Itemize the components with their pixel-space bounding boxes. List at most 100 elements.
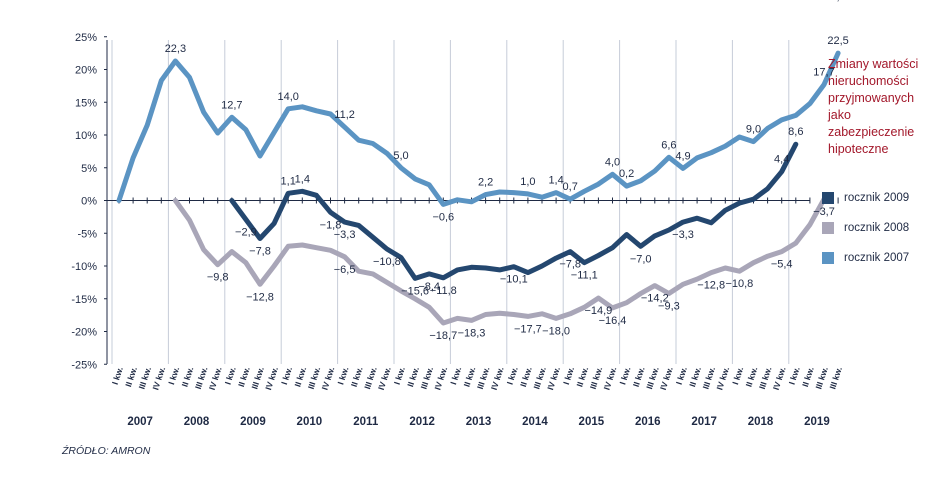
data-label: 17,7: [813, 67, 834, 79]
x-axis: I kw.II kw.III kw.IV kw.I kw.II kw.III k…: [110, 366, 844, 428]
data-point: [555, 192, 557, 194]
data-point: [132, 157, 134, 159]
data-point: [710, 152, 712, 154]
x-quarter-label: I kw.: [730, 366, 745, 386]
x-year-label: 2019: [804, 416, 830, 428]
data-point: [203, 249, 205, 251]
data-point: [710, 271, 712, 274]
data-label: −10,1: [500, 274, 528, 286]
data-point: [682, 221, 684, 223]
data-label: 1,4: [295, 173, 310, 185]
legend-label: rocznik 2009: [844, 192, 910, 204]
data-point: [809, 224, 811, 226]
data-label: 11,2: [334, 109, 355, 121]
data-point: [428, 306, 430, 308]
data-point: [315, 110, 317, 112]
data-point: [795, 114, 797, 116]
x-year-label: 2008: [184, 416, 210, 428]
x-quarter-label: III kw.: [827, 366, 844, 391]
y-tick-label: 5%: [81, 163, 97, 175]
legend-item-2007: rocznik 2007: [822, 250, 909, 266]
data-point: [329, 113, 332, 115]
data-label: 4,4: [774, 154, 789, 166]
x-year-label: 2012: [409, 416, 435, 428]
data-point: [569, 198, 571, 200]
data-point: [795, 143, 797, 145]
data-label: −9,8: [207, 272, 229, 284]
data-point: [231, 250, 233, 253]
data-point: [597, 297, 600, 299]
data-point: [372, 236, 374, 238]
data-label: −14,9: [584, 305, 612, 317]
data-point: [738, 270, 741, 272]
data-label: 22,3: [165, 43, 186, 55]
data-label: −16,4: [599, 315, 627, 327]
x-quarter-label: I kw.: [448, 366, 463, 386]
data-point: [400, 256, 402, 259]
y-tick-label: 0%: [81, 196, 97, 208]
data-point: [485, 267, 487, 269]
data-point: [470, 201, 473, 203]
data-point: [597, 254, 600, 257]
data-point: [752, 198, 755, 200]
data-label: −18,3: [458, 327, 486, 339]
x-year-label: 2009: [240, 416, 266, 428]
data-point: [358, 270, 360, 272]
data-point: [287, 245, 289, 247]
data-label: −9,3: [658, 301, 680, 313]
data-point: [583, 190, 585, 192]
data-point: [174, 60, 176, 62]
x-quarter-label: I kw.: [223, 366, 238, 386]
data-point: [245, 262, 247, 264]
data-point: [344, 126, 346, 128]
data-point: [414, 277, 416, 280]
x-quarter-label: I kw.: [561, 366, 576, 386]
data-point: [640, 180, 642, 182]
data-point: [710, 222, 712, 224]
data-label: 8,6: [788, 126, 803, 138]
data-point: [344, 256, 346, 258]
legend-item-2009: rocznik 2009: [822, 190, 909, 206]
data-point: [668, 292, 670, 295]
data-label: −7,8: [249, 245, 271, 257]
data-point: [767, 188, 769, 190]
data-point: [188, 219, 191, 221]
x-quarter-label: I kw.: [166, 366, 181, 386]
data-label: 1,1: [281, 175, 296, 187]
data-point: [160, 80, 162, 82]
x-year-label: 2018: [748, 416, 774, 428]
y-tick-label: 15%: [75, 97, 97, 109]
data-label: 1,0: [520, 176, 535, 188]
x-year-label: 2013: [466, 416, 492, 428]
x-quarter-label: IV kw.: [714, 366, 731, 392]
data-point: [767, 127, 769, 130]
data-point: [626, 233, 628, 236]
data-label: −15,6: [401, 285, 429, 297]
x-year-label: 2015: [579, 416, 605, 428]
data-point: [682, 167, 684, 170]
data-point: [611, 173, 614, 175]
data-point: [174, 199, 176, 202]
x-quarter-label: I kw.: [787, 366, 802, 386]
data-label: −0,6: [432, 211, 454, 223]
data-point: [654, 170, 656, 172]
data-point: [640, 292, 642, 295]
data-label: 5,0: [393, 150, 408, 162]
data-point: [118, 199, 120, 202]
y-axis: 25% 20% 15% 10% 5% 0% -5% -10% -15% -20% -25%: [71, 32, 108, 371]
data-point: [485, 313, 487, 316]
data-point: [301, 106, 303, 108]
data-point: [555, 317, 557, 319]
data-point: [569, 250, 571, 253]
series-line-rocznik-2009: [229, 141, 799, 281]
data-point: [696, 157, 698, 159]
data-point: [414, 178, 416, 180]
data-point: [640, 245, 642, 247]
data-point: [611, 247, 614, 249]
x-quarter-label: I kw.: [279, 366, 294, 386]
x-quarter-label: I kw.: [617, 366, 632, 386]
grid-lines: [111, 40, 790, 364]
x-quarter-label: IV kw.: [263, 366, 280, 392]
data-point: [259, 155, 261, 157]
